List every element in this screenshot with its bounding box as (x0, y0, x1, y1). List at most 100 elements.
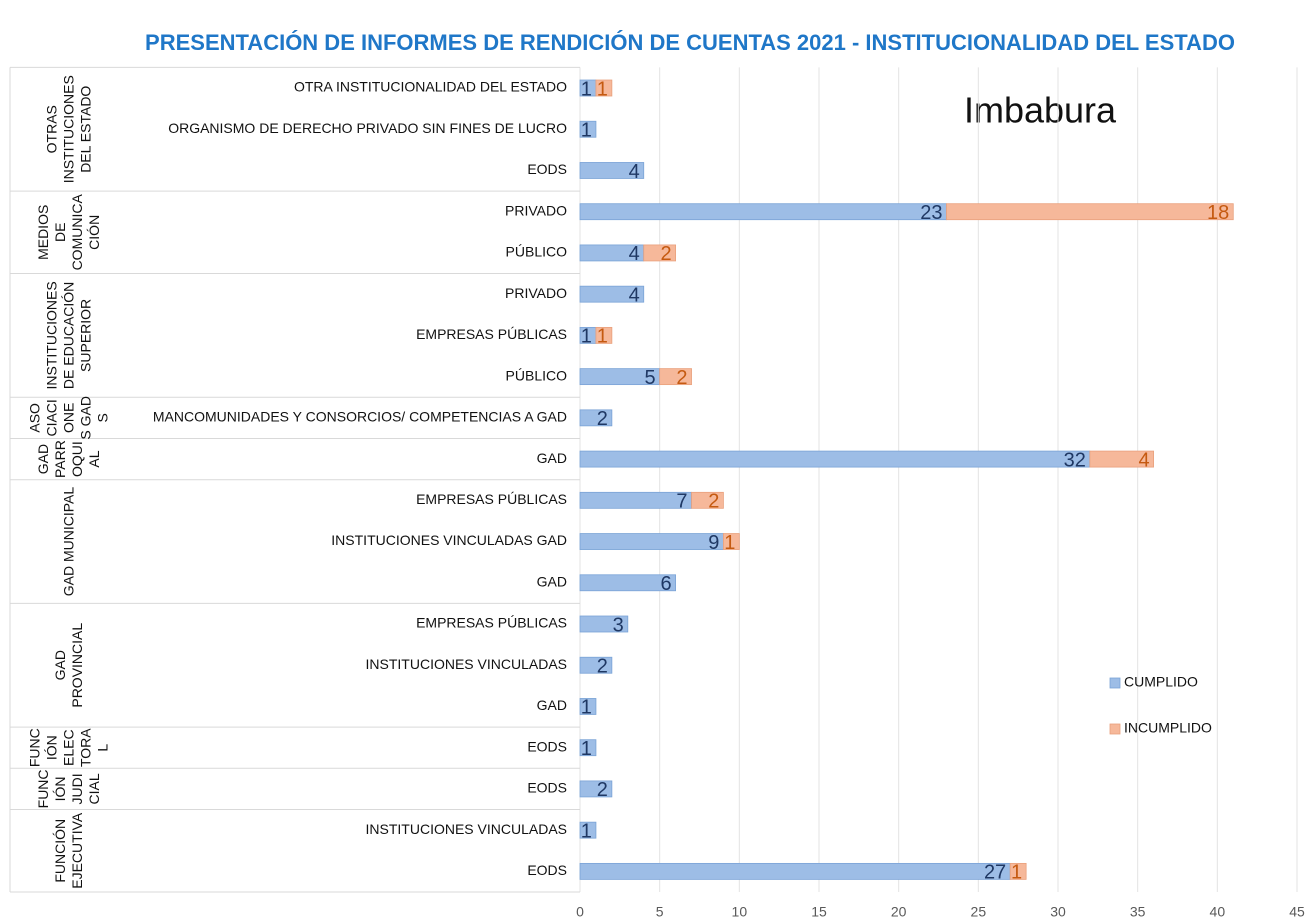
data-label: 3 (613, 614, 624, 636)
category-label: INSTITUCIONES VINCULADAS (366, 821, 567, 837)
group-label-line: IÓN (52, 776, 68, 801)
category-label: PÚBLICO (506, 367, 568, 383)
bar-segment (595, 326, 613, 344)
data-label: 1 (581, 120, 592, 142)
bar-segment (1009, 862, 1027, 880)
data-label: 2 (597, 656, 608, 678)
group-label: ASO CIACI ONE S GAD S (27, 396, 111, 440)
legend-swatch (1109, 677, 1121, 689)
category-label: EODS (527, 780, 567, 796)
x-tick-label: 25 (971, 904, 987, 920)
bar-segment (579, 203, 947, 221)
group-label-line: L (95, 744, 111, 752)
bar-segment (579, 656, 613, 674)
data-label: 9 (708, 532, 719, 554)
group-label-line: SUPERIOR (78, 299, 94, 372)
category-label: PRIVADO (505, 285, 567, 301)
group-label-line: OQUI (69, 441, 85, 477)
bar-segment (691, 491, 724, 509)
x-tick-label: 0 (576, 904, 584, 920)
category-label: OTRA INSTITUCIONALIDAD DEL ESTADO (294, 79, 567, 95)
group-label-line: INSTITUCIONES (44, 281, 60, 389)
data-label: 1 (581, 820, 592, 842)
x-tick-label: 35 (1130, 904, 1146, 920)
data-label: 1 (581, 697, 592, 719)
category-label: INSTITUCIONES VINCULADAS (366, 656, 567, 672)
category-label: EMPRESAS PÚBLICAS (416, 615, 567, 631)
legend-label: INCUMPLIDO (1124, 720, 1212, 736)
group-label-line: PROVINCIAL (69, 623, 85, 708)
group-label-line: CIÓN (86, 215, 102, 250)
group-label-line: ELEC (61, 729, 77, 766)
bar-segment (579, 285, 645, 303)
legend-swatch (1109, 723, 1121, 735)
group-label: GAD MUNICIPAL (61, 487, 77, 597)
bar-segment (659, 368, 692, 386)
bar-segment (723, 533, 740, 550)
bar-segment (579, 533, 724, 550)
group-label-line: COMUNICA (69, 194, 85, 271)
category-label: GAD (537, 573, 567, 589)
data-label: 2 (660, 243, 671, 265)
data-label: 4 (1138, 449, 1149, 471)
x-tick-label: 10 (732, 904, 748, 920)
group-label-line: FUNCIÓN (52, 819, 68, 883)
category-label: PRIVADO (505, 202, 567, 218)
group-label: OTRAS INSTITUCIONES DEL ESTADO (44, 75, 94, 183)
group-label-line: CIAL (86, 773, 102, 804)
data-label: 5 (645, 367, 656, 389)
category-label: EODS (527, 161, 567, 177)
group-label: MEDIOS DE COMUNICA CIÓN (35, 194, 102, 271)
x-tick-label: 45 (1289, 904, 1305, 920)
bar-segment (579, 821, 597, 839)
annotation: Imbabura (964, 90, 1117, 131)
group-label-line: DE (52, 223, 68, 242)
group-label: GAD PARR OQUI AL (35, 440, 102, 478)
x-tick-label: 15 (811, 904, 827, 920)
bar-segment (643, 244, 677, 262)
category-label: INSTITUCIONES VINCULADAS GAD (331, 532, 567, 548)
x-tick-label: 20 (891, 904, 907, 920)
data-label: 1 (581, 78, 592, 100)
group-label-line: MEDIOS (35, 205, 51, 260)
category-label: ORGANISMO DE DERECHO PRIVADO SIN FINES D… (168, 120, 567, 136)
data-label: 2 (708, 491, 719, 513)
data-label: 1 (597, 326, 608, 348)
group-label: FUNCIÓN EJECUTIVA (52, 812, 85, 889)
bar-segment (579, 862, 1011, 880)
category-label: MANCOMUNIDADES Y CONSORCIOS/ COMPETENCIA… (153, 409, 567, 425)
group-label-line: S GAD (78, 396, 94, 440)
data-label: 32 (1064, 449, 1086, 471)
group-label-line: DE EDUCACIÓN (61, 282, 77, 389)
category-label: PÚBLICO (506, 244, 568, 260)
bar-segment (579, 450, 1091, 468)
category-label: EMPRESAS PÚBLICAS (416, 326, 567, 342)
category-label: EODS (527, 738, 567, 754)
data-label: 1 (597, 78, 608, 100)
bar-segment (579, 615, 629, 633)
group-label-line: S (95, 413, 111, 422)
bar-segment (579, 739, 597, 757)
group-label-line: CIACI (44, 399, 60, 436)
group-label-line: PARR (52, 440, 68, 478)
data-label: 27 (984, 862, 1006, 884)
group-label-line: FUNC (35, 769, 51, 808)
group-label-line: TORA (78, 728, 94, 767)
data-label: 1 (724, 532, 735, 554)
bar-segment (946, 203, 1234, 221)
group-label: GAD PROVINCIAL (52, 623, 85, 708)
data-label: 18 (1207, 202, 1229, 224)
x-tick-label: 30 (1050, 904, 1066, 920)
group-label-line: IÓN (44, 735, 60, 760)
group-label-line: AL (86, 450, 102, 467)
x-tick-label: 5 (656, 904, 664, 920)
data-label: 6 (660, 573, 671, 595)
group-label-line: DEL ESTADO (78, 86, 94, 173)
data-label: 2 (597, 408, 608, 430)
group-label: INSTITUCIONES DE EDUCACIÓN SUPERIOR (44, 281, 94, 389)
data-label: 1 (1011, 862, 1022, 884)
group-label-line: OTRAS (44, 105, 60, 153)
group-label-line: ONE (61, 403, 77, 433)
bar-segment (579, 491, 692, 509)
legend-label: CUMPLIDO (1124, 674, 1198, 690)
